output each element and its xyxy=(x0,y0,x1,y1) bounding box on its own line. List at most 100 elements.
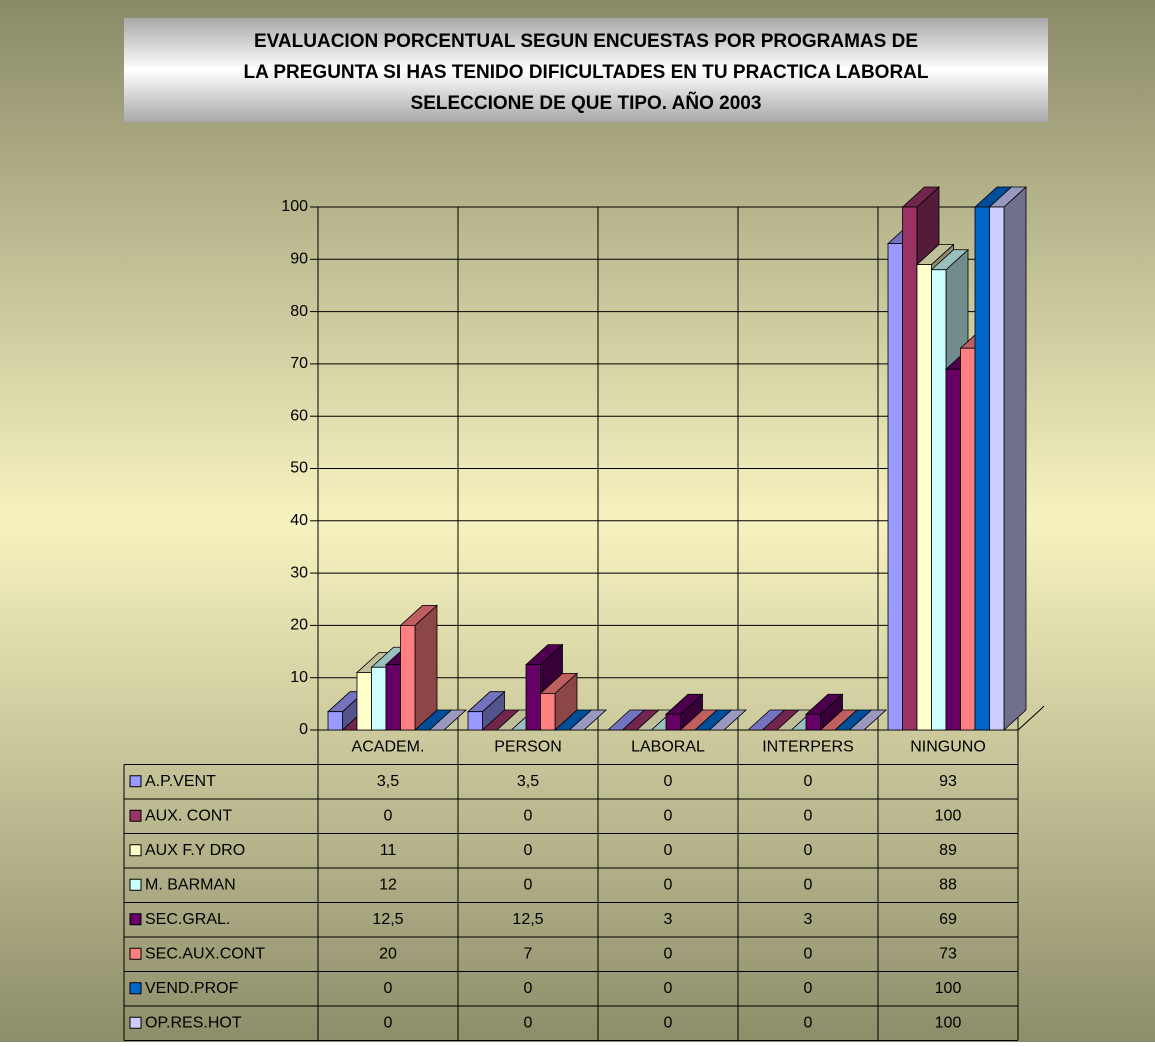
data-label: 0 xyxy=(804,980,813,997)
data-label: 3 xyxy=(664,911,673,928)
data-label: 0 xyxy=(524,1014,533,1031)
bar-top xyxy=(708,709,748,731)
data-label: 0 xyxy=(664,876,673,893)
data-label: 0 xyxy=(664,980,673,997)
legend-label: AUX. CONT xyxy=(145,807,232,824)
data-label: 0 xyxy=(664,945,673,962)
data-label: 69 xyxy=(939,911,957,928)
data-label: 12,5 xyxy=(372,911,403,928)
x-tick-label: PERSON xyxy=(494,738,562,755)
legend-label: VEND.PROF xyxy=(145,980,239,997)
bar-front xyxy=(989,206,1005,731)
data-label: 0 xyxy=(524,876,533,893)
x-tick-label: LABORAL xyxy=(631,738,705,755)
bar xyxy=(804,693,844,731)
y-tick-label: 0 xyxy=(299,721,308,738)
legend-swatch xyxy=(129,1016,142,1029)
title-box xyxy=(124,18,1048,122)
chart-title: LA PREGUNTA SI HAS TENIDO DIFICULTADES E… xyxy=(243,62,928,83)
data-label: 0 xyxy=(804,876,813,893)
bar xyxy=(848,709,888,731)
y-tick-label: 10 xyxy=(290,669,308,686)
chart-title: SELECCIONE DE QUE TIPO. AÑO 2003 xyxy=(411,92,762,114)
bar-side xyxy=(1003,186,1027,731)
floor-edge xyxy=(1017,705,1045,731)
bar-front xyxy=(525,664,541,731)
data-label: 0 xyxy=(664,1014,673,1031)
bar xyxy=(664,693,704,731)
data-label: 0 xyxy=(384,807,393,824)
x-tick-label: NINGUNO xyxy=(910,738,986,755)
bar xyxy=(708,709,748,731)
bar-front xyxy=(902,206,918,731)
x-tick-label: INTERPERS xyxy=(762,738,854,755)
data-label: 88 xyxy=(939,876,957,893)
data-label: 11 xyxy=(380,842,397,859)
legend-swatch xyxy=(129,982,142,995)
y-tick-label: 100 xyxy=(281,198,308,215)
bar-front xyxy=(385,664,401,731)
data-label: 0 xyxy=(804,945,813,962)
y-tick-label: 40 xyxy=(290,512,308,529)
bar xyxy=(568,709,608,731)
data-label: 0 xyxy=(664,773,673,790)
data-label: 0 xyxy=(804,842,813,859)
data-label: 12,5 xyxy=(512,911,543,928)
data-label: 0 xyxy=(524,842,533,859)
bar-top xyxy=(568,709,608,731)
bar-front xyxy=(931,269,947,731)
data-label: 89 xyxy=(939,842,957,859)
bar-front xyxy=(945,368,961,731)
data-label: 0 xyxy=(384,1014,393,1031)
bar xyxy=(428,709,468,731)
y-tick-label: 90 xyxy=(290,251,308,268)
bar-front xyxy=(400,625,416,731)
y-tick-label: 30 xyxy=(290,564,308,581)
bar-front xyxy=(467,711,483,731)
data-label: 3,5 xyxy=(517,773,539,790)
bar-front xyxy=(371,666,387,731)
bar-front xyxy=(960,347,976,731)
data-label: 73 xyxy=(939,945,957,962)
bar-front xyxy=(805,713,821,731)
legend-swatch xyxy=(129,878,142,891)
data-label: 0 xyxy=(384,980,393,997)
legend-label: M. BARMAN xyxy=(145,876,236,893)
legend-swatch xyxy=(129,844,142,857)
data-label: 0 xyxy=(524,807,533,824)
data-label: 0 xyxy=(664,807,673,824)
legend-swatch xyxy=(129,913,142,926)
bar xyxy=(539,672,579,731)
legend-swatch xyxy=(129,947,142,960)
data-label: 12 xyxy=(379,876,397,893)
y-tick-label: 80 xyxy=(290,303,308,320)
data-label: 0 xyxy=(664,842,673,859)
legend-label: A.P.VENT xyxy=(145,773,216,790)
bar-front xyxy=(974,206,990,731)
legend-label: AUX F.Y DRO xyxy=(145,842,245,859)
data-label: 3 xyxy=(804,911,813,928)
legend-swatch xyxy=(129,775,142,788)
legend-label: OP.RES.HOT xyxy=(145,1014,242,1031)
bar-front xyxy=(540,692,556,731)
legend-label: SEC.GRAL. xyxy=(145,911,230,928)
bar-front xyxy=(916,264,932,731)
data-label: 100 xyxy=(935,980,962,997)
bar-front xyxy=(665,713,681,731)
legend-swatch xyxy=(129,809,142,822)
bar xyxy=(988,186,1028,731)
bar xyxy=(466,690,506,731)
bar-front xyxy=(887,243,903,731)
legend-label: SEC.AUX.CONT xyxy=(145,945,265,962)
data-label: 0 xyxy=(804,1014,813,1031)
data-label: 7 xyxy=(524,945,533,962)
y-tick-label: 60 xyxy=(290,407,308,424)
data-label: 93 xyxy=(939,773,957,790)
y-tick-label: 50 xyxy=(290,460,308,477)
bar-front xyxy=(356,672,372,731)
bar-front xyxy=(327,711,343,731)
data-label: 100 xyxy=(935,1014,962,1031)
y-tick-label: 70 xyxy=(290,355,308,372)
x-tick-label: ACADEM. xyxy=(352,738,425,755)
